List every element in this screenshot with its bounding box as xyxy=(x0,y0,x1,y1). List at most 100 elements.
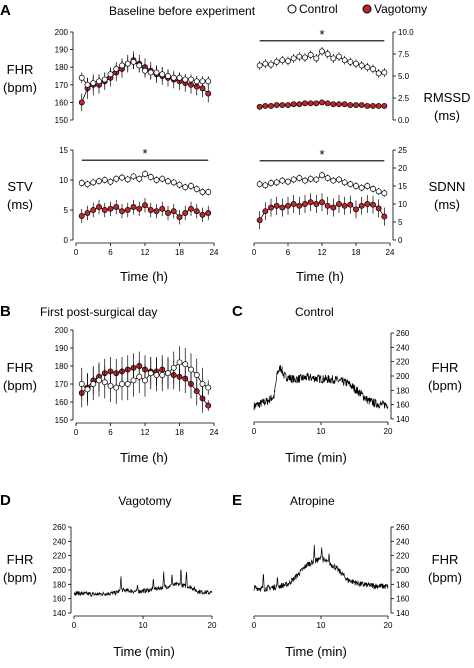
a_rmssd-vagotomy-point-1 xyxy=(262,102,269,109)
a_rmssd-vagotomy-point-3 xyxy=(273,102,280,108)
b_fhr-ytick-label-0: 150 xyxy=(55,416,69,425)
a_rmssd-control-point-21 xyxy=(375,70,382,77)
a_stv-ytick-label-1: 5 xyxy=(64,206,69,215)
a_stv-control-point-3 xyxy=(96,178,102,185)
a_rmssd-control-point-17 xyxy=(353,60,359,67)
a_stv-vagotomy-point-12 xyxy=(147,207,154,213)
a_fhr-vagotomy-point-0 xyxy=(78,99,85,106)
a_stv-control-point-21 xyxy=(199,189,206,195)
b_fhr-control-point-14 xyxy=(159,372,166,378)
a_fhr-control-point-17 xyxy=(176,74,183,81)
c_trace-xtick-label-0: 0 xyxy=(252,427,257,436)
a-fhr-ylabel-line2: (bpm) xyxy=(3,80,37,95)
a_sdnn-vagotomy-point-18 xyxy=(358,202,365,209)
a_rmssd-control-point-16 xyxy=(347,58,354,65)
b_fhr-ytick-label-2: 170 xyxy=(55,380,69,389)
panel-c-title: Control xyxy=(295,305,334,319)
b_fhr-control-point-11 xyxy=(142,377,148,384)
a_fhr-control-point-21 xyxy=(199,78,206,85)
b_fhr-control-point-4 xyxy=(101,379,108,386)
a_sdnn-control-point-13 xyxy=(330,177,337,184)
a_rmssd-vagotomy-point-4 xyxy=(279,102,286,108)
a_fhr-control-point-19 xyxy=(188,76,194,83)
b_fhr-control-point-22 xyxy=(205,384,212,391)
a_sdnn-control-point-14 xyxy=(336,176,342,183)
a_fhr-control-point-9 xyxy=(130,58,137,65)
d-xlabel: Time (min) xyxy=(113,644,175,659)
a_stv-control-point-18 xyxy=(182,184,189,191)
a_stv-vagotomy-point-4 xyxy=(101,207,108,213)
e_trace-ytick-label-5: 240 xyxy=(396,537,410,546)
a_rmssd-ytick-label-3: 7.5 xyxy=(398,50,410,59)
b_fhr-control-point-7 xyxy=(119,381,125,387)
a-sdnn-ylabel-line1: SDNN xyxy=(429,179,466,194)
c-ylabel-line1: FHR xyxy=(432,360,459,375)
e-xlabel: Time (min) xyxy=(285,644,347,659)
a_stv-vagotomy-point-5 xyxy=(107,205,114,212)
a_fhr-ytick-label-5: 200 xyxy=(55,28,69,37)
b_fhr-control-point-0 xyxy=(78,381,85,387)
a_rmssd-control-point-20 xyxy=(370,66,376,72)
a_stv-control-point-2 xyxy=(90,179,97,186)
e_trace-ytick-label-4: 220 xyxy=(396,552,410,561)
a_sdnn-control-point-8 xyxy=(302,177,308,184)
a_fhr-control-point-14 xyxy=(159,71,166,78)
b_fhr-control-point-1 xyxy=(84,386,91,393)
b_fhr-control-point-19 xyxy=(188,366,194,373)
b_fhr-control-point-5 xyxy=(107,382,114,389)
a_fhr-control-point-16 xyxy=(170,74,177,81)
a_stv-vagotomy-point-18 xyxy=(182,210,189,216)
a_rmssd-control-point-22 xyxy=(381,69,388,76)
a_rmssd-control-point-15 xyxy=(341,57,348,64)
a_stv-vagotomy-point-11 xyxy=(142,202,148,209)
a_fhr-control-point-2 xyxy=(90,80,97,86)
a_sdnn-control-point-3 xyxy=(273,179,280,186)
a_sdnn-vagotomy-point-20 xyxy=(370,201,376,208)
a_stv-vagotomy-point-0 xyxy=(78,213,85,219)
a_stv-control-point-13 xyxy=(153,177,160,183)
d_trace-fhr-trace xyxy=(73,569,213,598)
b_fhr-xtick-label-0: 0 xyxy=(74,428,79,437)
a_stv-control-point-1 xyxy=(84,181,91,188)
a_sdnn-control-point-0 xyxy=(256,181,263,188)
a_rmssd-control-point-5 xyxy=(285,58,291,64)
a_sdnn-control-point-2 xyxy=(268,180,274,187)
a_sdnn-significance-star: * xyxy=(319,147,324,162)
a_sdnn-control-point-21 xyxy=(375,188,382,195)
a_sdnn-ytick-label-5: 25 xyxy=(398,146,407,155)
c_trace-ytick-label-4: 220 xyxy=(396,358,410,367)
a_rmssd-ytick-label-0: 0.0 xyxy=(398,116,410,125)
a_stv-vagotomy-point-13 xyxy=(153,208,160,215)
a_stv-xtick-label-1: 6 xyxy=(108,248,113,257)
panel-b-letter: B xyxy=(0,303,11,320)
a_rmssd-vagotomy-point-11 xyxy=(319,99,325,106)
a_stv-control-point-8 xyxy=(124,176,131,183)
a_sdnn-vagotomy-point-9 xyxy=(307,199,314,206)
b_fhr-control-point-9 xyxy=(130,377,137,384)
a_rmssd-vagotomy-point-0 xyxy=(256,103,263,110)
a_sdnn-vagotomy-point-12 xyxy=(324,202,331,209)
a_sdnn-control-point-18 xyxy=(358,184,365,191)
a_stv-vagotomy-point-3 xyxy=(96,204,102,210)
a_stv-vagotomy-point-2 xyxy=(90,207,97,213)
a_stv-xtick-label-4: 24 xyxy=(210,248,219,257)
a_sdnn-vagotomy-point-5 xyxy=(285,202,291,209)
panel-d-title: Vagotomy xyxy=(118,494,171,508)
a_fhr-control-point-10 xyxy=(136,62,143,69)
a_sdnn-xtick-label-2: 12 xyxy=(318,248,327,257)
a_fhr-control-point-18 xyxy=(182,76,189,83)
d_trace-ytick-label-2: 180 xyxy=(53,580,67,589)
a_stv-vagotomy-point-15 xyxy=(165,210,171,216)
d_trace-ytick-label-1: 160 xyxy=(53,595,67,604)
d_trace-ytick-label-4: 220 xyxy=(53,552,67,561)
a_stv-vagotomy-point-22 xyxy=(205,210,212,216)
a_fhr-control-point-22 xyxy=(205,78,212,85)
a_stv-control-point-7 xyxy=(119,174,125,181)
a_rmssd-control-point-18 xyxy=(358,62,365,69)
a_sdnn-vagotomy-point-4 xyxy=(279,204,286,211)
a-stv-ylabel-line2: (ms) xyxy=(7,197,33,212)
a_rmssd-ytick-label-2: 5.0 xyxy=(398,72,410,81)
a_rmssd-control-point-14 xyxy=(336,53,342,60)
c_trace-fhr-trace xyxy=(253,365,389,411)
